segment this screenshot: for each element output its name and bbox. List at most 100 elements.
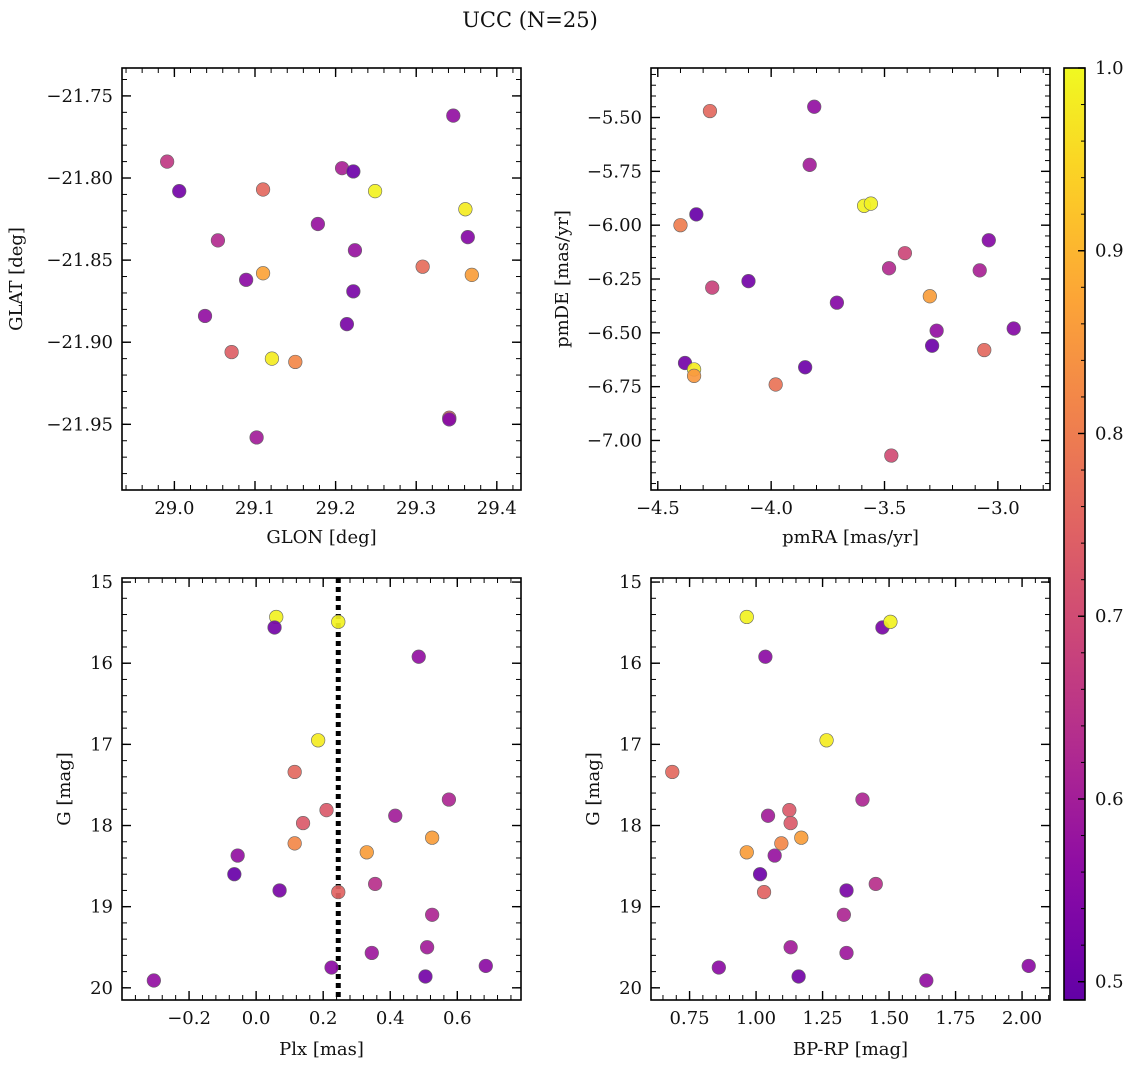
data-point [783,940,798,955]
data-point [460,230,475,245]
y-tick-label: −21.90 [46,332,113,353]
x-tick-label: 29.4 [477,498,517,519]
x-tick-label: −4.0 [749,498,793,519]
y-tick-label: 17 [90,734,113,755]
data-point [319,802,334,818]
x-tick-label: 29.3 [396,498,436,519]
data-point [264,351,280,366]
data-point [705,280,720,295]
panel-bprp-g: 0.75 1.00 1.25 1.50 1.75 2.00 15 16 17 18 19 20 BP-R… [583,572,1051,1060]
data-point [255,182,271,197]
data-point [368,184,383,199]
data-point [230,848,245,863]
data-point [288,354,303,370]
y-tick-label: −21.80 [46,168,113,189]
data-point [768,377,783,392]
data-point [255,266,271,281]
y-tick-label: 18 [90,816,113,837]
x-tick-label: 0.4 [376,1008,405,1029]
y-tick-label: −21.95 [46,414,113,435]
x-tick-label: −4.5 [636,498,680,519]
data-point [415,259,430,274]
x-axis-label: GLON [deg] [266,527,376,548]
y-tick-label: −6.50 [587,323,642,344]
data-point [287,836,302,851]
data-point [442,412,457,427]
data-point [425,907,440,922]
data-point [464,267,479,282]
data-point [665,764,680,780]
data-point [441,792,457,807]
y-tick-label: 15 [619,572,642,593]
data-point [739,609,754,625]
axes-frame [121,577,522,1001]
axes-frame [650,67,1051,491]
data-point [836,907,851,922]
data-point [311,733,326,748]
points [146,609,493,988]
data-point [929,323,944,338]
data-point [346,284,361,299]
data-point [458,202,473,217]
y-tick-label: 20 [90,978,113,999]
data-point [883,614,898,629]
data-point [331,614,346,629]
data-point [798,360,813,375]
data-point [160,154,175,169]
x-tick-label: 1.75 [936,1008,976,1029]
data-point [829,295,844,310]
x-tick-label: 29.1 [235,498,275,519]
colorbar-tick-label: 0.9 [1095,241,1124,262]
x-tick-label: 1.50 [869,1008,909,1029]
data-point [249,430,264,445]
data-point [359,845,374,860]
data-point [819,733,834,748]
data-point [1021,958,1036,974]
data-point [977,342,992,358]
data-point [919,973,934,988]
y-tick-label: 18 [619,816,642,837]
panel-glon-glat: 29.0 29.1 29.2 29.3 29.4 −21.75 −21.80 −21.85 −2… [6,67,522,548]
data-point [881,261,897,276]
data-point [418,969,433,984]
x-tick-label: −3.0 [976,498,1020,519]
data-point [446,108,461,123]
data-point [324,960,339,975]
y-axis-label: GLAT [deg] [6,227,27,331]
data-point [897,246,913,261]
x-axis-label: Plx [mas] [279,1039,364,1060]
y-tick-label: −6.25 [587,269,642,290]
data-point [339,317,354,332]
y-tick-label: 20 [619,978,642,999]
x-tick-label: 0.0 [242,1008,271,1029]
points [160,108,479,445]
points [665,609,1036,988]
data-point [1006,321,1021,336]
axes-frame [121,67,522,491]
y-tick-label: −21.85 [46,250,113,271]
data-point [839,945,854,961]
data-point [388,808,403,823]
data-point [711,960,726,975]
data-point [346,164,361,179]
data-point [347,243,363,258]
panel-pmra-pmde: −4.5 −4.0 −3.5 −3.0 −5.50 −5.75 −6.00 −6.25 −6.5… [552,67,1051,548]
colorbar-tick-label: 0.6 [1095,789,1124,810]
data-point [791,969,806,984]
colorbar-gradient [1064,68,1085,1000]
y-tick-label: −5.75 [587,161,642,182]
data-point [287,764,302,780]
colorbar: 0.5 0.6 0.7 0.8 0.9 1.0 [1063,58,1124,1001]
colorbar-frame [1063,67,1086,1001]
data-point [972,263,987,278]
data-point [839,883,854,898]
data-point [739,845,754,860]
x-tick-label: −3.5 [863,498,907,519]
y-tick-label: −21.75 [46,86,113,107]
data-point [760,808,776,823]
colorbar-tick-label: 0.8 [1095,423,1124,444]
data-point [295,815,311,831]
panel-plx-g: −0.2 0.0 0.2 0.4 0.6 15 16 17 18 19 20 Plx [mas] G [… [54,572,522,1060]
x-axis-label: BP-RP [mag] [793,1039,908,1060]
